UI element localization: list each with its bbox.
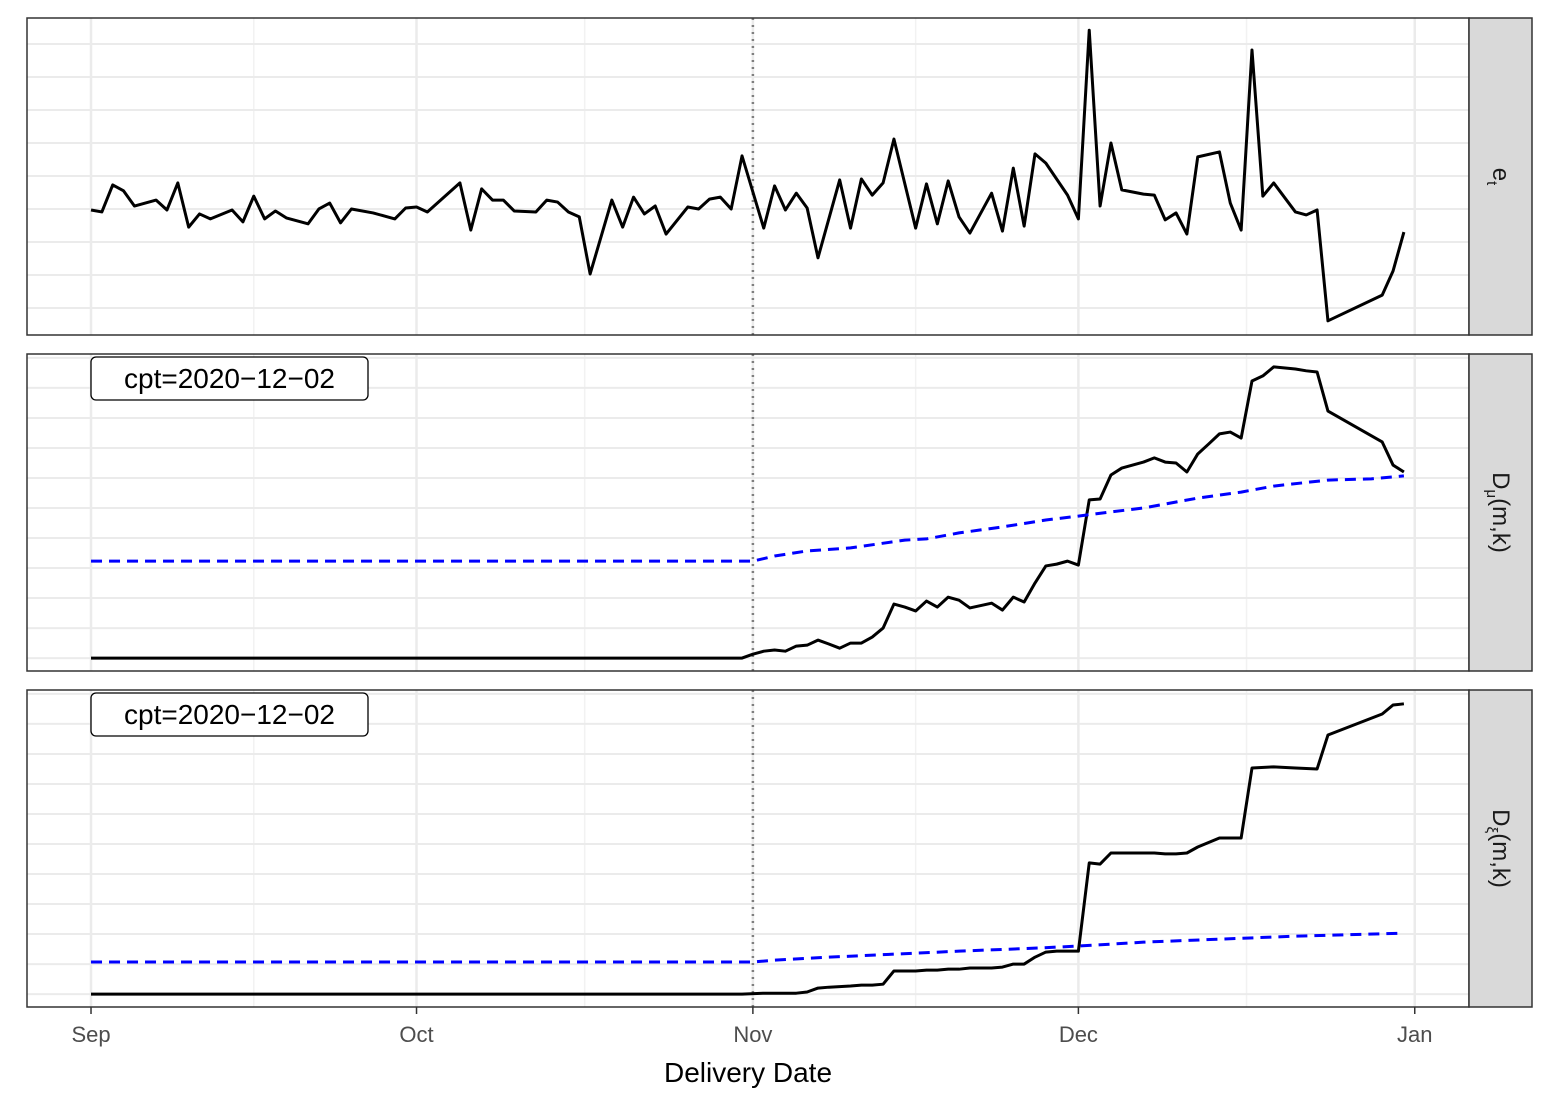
series-line [91,931,1404,964]
x-axis-title: Delivery Date [664,1057,832,1088]
strip-text: D [1487,472,1514,489]
strip-label: Dμ(m,k) [1483,472,1514,553]
x-tick-label: Sep [71,1022,110,1047]
strip-background [1468,17,1533,336]
panel-background [27,690,1469,1007]
strip-subscript: μ [1483,490,1500,499]
series-line [91,702,1405,996]
strip-suffix: (m,k) [1487,498,1514,553]
panel-background [27,354,1469,671]
strip-label: et [1483,168,1514,186]
annotation: cpt=2020−12−02 [124,699,335,730]
strip-subscript: ξ [1483,826,1500,833]
annotation: cpt=2020−12−02 [124,363,335,394]
strip-text: D [1487,809,1514,826]
strip-background [1468,353,1533,672]
annotation-box [90,356,369,401]
x-tick-label: Nov [733,1022,772,1047]
series-line [91,474,1405,563]
series-line [91,365,1405,660]
x-tick-label: Jan [1397,1022,1432,1047]
strip-label: Dξ(m,k) [1483,809,1514,888]
series-line [90,28,1406,323]
strip-text: e [1487,168,1514,181]
strip-subscript: t [1483,181,1500,186]
x-tick-label: Oct [399,1022,433,1047]
strip-background [1468,689,1533,1008]
annotation-box [90,692,369,737]
strip-suffix: (m,k) [1487,833,1514,888]
x-tick-label: Dec [1059,1022,1098,1047]
